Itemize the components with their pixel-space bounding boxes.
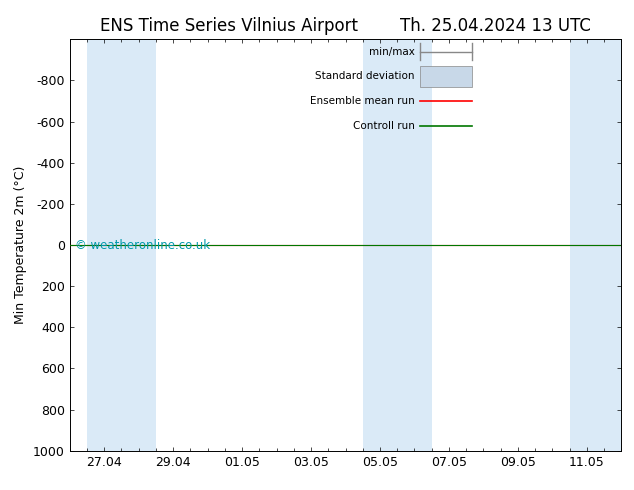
Text: Controll run: Controll run <box>353 121 415 131</box>
Text: Standard deviation: Standard deviation <box>315 71 415 81</box>
Bar <box>420 66 472 87</box>
Text: © weatheronline.co.uk: © weatheronline.co.uk <box>75 239 210 252</box>
Bar <box>87 39 156 451</box>
Text: Ensemble mean run: Ensemble mean run <box>310 96 415 106</box>
Title: ENS Time Series Vilnius Airport        Th. 25.04.2024 13 UTC: ENS Time Series Vilnius Airport Th. 25.0… <box>100 17 591 35</box>
Text: min/max: min/max <box>368 47 415 56</box>
Y-axis label: Min Temperature 2m (°C): Min Temperature 2m (°C) <box>15 166 27 324</box>
Bar <box>363 39 432 451</box>
Bar <box>569 39 621 451</box>
